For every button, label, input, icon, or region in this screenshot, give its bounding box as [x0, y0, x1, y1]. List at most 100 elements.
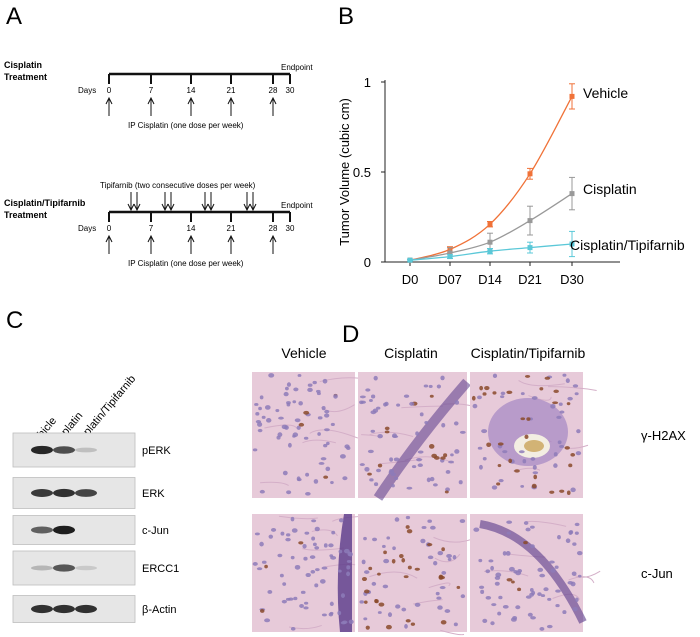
cell-nucleus — [367, 472, 372, 476]
cell-nucleus — [282, 582, 287, 586]
cell-nucleus — [280, 531, 285, 536]
cell-nucleus — [312, 542, 317, 547]
cell-nucleus — [557, 440, 562, 445]
cell-nucleus — [431, 453, 438, 458]
blot-band — [31, 565, 53, 571]
cell-nucleus — [518, 450, 525, 454]
cell-nucleus — [254, 532, 260, 536]
cell-nucleus — [361, 559, 366, 565]
cell-nucleus — [346, 571, 351, 577]
cell-nucleus — [540, 594, 546, 598]
cell-nucleus — [373, 375, 378, 381]
cell-nucleus — [568, 530, 573, 535]
cell-nucleus — [324, 428, 330, 432]
cell-nucleus — [331, 530, 336, 535]
cell-nucleus — [340, 593, 346, 598]
cell-nucleus — [307, 387, 313, 393]
blot-band — [53, 604, 75, 614]
cell-nucleus — [559, 489, 565, 493]
cell-nucleus — [315, 568, 320, 572]
cell-nucleus — [391, 558, 396, 564]
cell-nucleus — [387, 612, 393, 618]
cell-nucleus — [330, 422, 335, 426]
cell-nucleus — [359, 463, 365, 466]
cell-nucleus — [403, 394, 410, 398]
cell-nucleus — [420, 538, 426, 544]
cell-nucleus — [288, 597, 294, 601]
cell-nucleus — [414, 602, 421, 607]
x-tick-label: D14 — [478, 272, 502, 287]
cell-nucleus — [440, 456, 446, 460]
series-cisplatin-tipifarnib: Cisplatin/Tipifarnib — [407, 230, 685, 263]
cell-nucleus — [363, 617, 368, 621]
cell-nucleus — [320, 457, 327, 461]
cell-nucleus — [506, 520, 513, 524]
cell-nucleus — [426, 477, 431, 483]
tissue-background — [358, 372, 467, 498]
cisplatin-dose-arrow — [187, 234, 195, 254]
cell-nucleus — [492, 391, 497, 395]
data-point — [569, 241, 575, 247]
cell-nucleus — [439, 586, 446, 590]
cell-nucleus — [562, 610, 567, 615]
cell-nucleus — [437, 605, 443, 610]
cell-nucleus — [361, 577, 368, 582]
cell-nucleus — [286, 490, 292, 495]
tipifarnib-dose-arrow — [243, 192, 251, 212]
cell-nucleus — [290, 626, 296, 631]
cell-nucleus — [532, 465, 537, 470]
data-point — [487, 221, 493, 227]
timeline-dose-label: IP Cisplatin (one dose per week) — [128, 121, 244, 130]
cisplatin-dose-arrow — [227, 234, 235, 254]
cell-nucleus — [319, 579, 326, 584]
cell-nucleus — [537, 567, 544, 572]
cell-nucleus — [297, 373, 302, 377]
tipifarnib-dose-arrow — [249, 192, 257, 212]
cell-nucleus — [554, 565, 559, 569]
tissue-fiber — [568, 576, 595, 584]
timeline-tick-label: 7 — [149, 86, 154, 95]
cell-nucleus — [374, 599, 378, 604]
cell-nucleus — [497, 463, 502, 468]
cell-nucleus — [530, 457, 536, 461]
data-point — [569, 191, 575, 197]
cell-nucleus — [523, 541, 528, 545]
tissue-fiber — [264, 424, 298, 429]
blot-band — [75, 447, 97, 453]
cell-nucleus — [407, 565, 412, 570]
cell-nucleus — [298, 541, 304, 545]
cell-nucleus — [564, 446, 570, 450]
cell-nucleus — [520, 484, 525, 488]
cell-nucleus — [312, 380, 317, 385]
cell-nucleus — [446, 553, 452, 558]
tissue-fiber — [528, 395, 552, 401]
cell-nucleus — [453, 622, 458, 627]
cell-nucleus — [383, 558, 390, 564]
cell-nucleus — [393, 476, 399, 481]
data-point — [447, 250, 453, 256]
cell-nucleus — [359, 400, 364, 405]
cell-nucleus — [294, 418, 301, 423]
blot-band — [31, 526, 53, 534]
tipifarnib-label: Tipifarnib (two consecutive doses per we… — [100, 181, 256, 190]
cell-nucleus — [471, 395, 476, 401]
blot-band — [75, 565, 97, 571]
cell-nucleus — [427, 519, 432, 523]
cell-nucleus — [259, 395, 264, 400]
cell-nucleus — [321, 406, 326, 411]
cell-nucleus — [520, 417, 526, 421]
cell-nucleus — [495, 572, 502, 578]
tissue-fiber — [369, 431, 414, 437]
cell-nucleus — [533, 474, 538, 480]
cell-nucleus — [511, 580, 515, 584]
data-point — [569, 93, 575, 99]
cell-nucleus — [576, 551, 583, 556]
cell-nucleus — [566, 490, 571, 495]
cell-nucleus — [454, 400, 460, 405]
cell-nucleus — [547, 597, 552, 601]
cell-nucleus — [324, 409, 330, 414]
cell-nucleus — [368, 566, 373, 571]
blot-row-label: β-Actin — [142, 604, 176, 616]
cell-nucleus — [344, 444, 350, 449]
cell-nucleus — [270, 528, 277, 532]
